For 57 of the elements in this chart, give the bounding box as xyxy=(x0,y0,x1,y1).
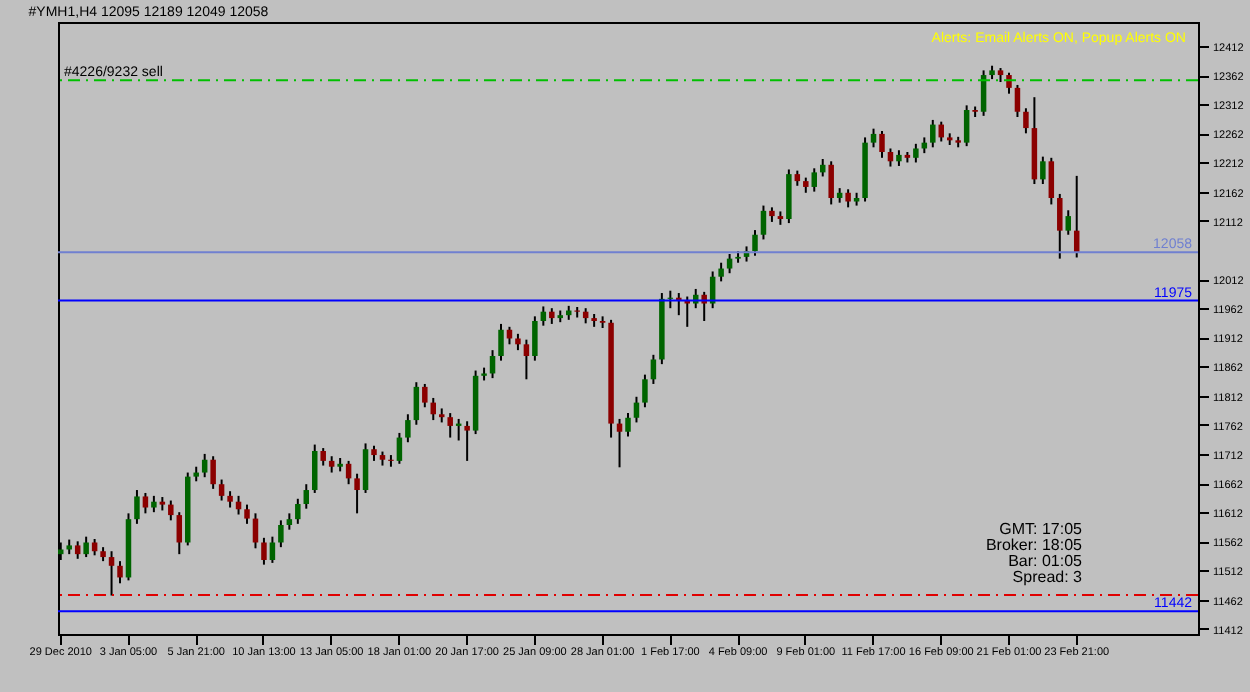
annotation: GMT: 17:05 xyxy=(999,520,1084,538)
candlestick xyxy=(1057,192,1063,260)
candlestick xyxy=(1065,209,1071,236)
candlestick xyxy=(718,261,724,283)
candlestick xyxy=(574,306,580,319)
candlestick xyxy=(760,204,767,241)
candlestick xyxy=(930,118,936,149)
candlestick xyxy=(828,160,834,206)
annotation: Bar: 01:05 xyxy=(1008,552,1084,570)
candlestick xyxy=(278,519,284,549)
candlestick xyxy=(396,431,403,465)
candlestick xyxy=(142,491,149,515)
candlestick xyxy=(362,442,369,494)
candlestick xyxy=(108,550,115,597)
candlestick xyxy=(913,142,919,164)
annotation: Broker: 18:05 xyxy=(985,536,1084,554)
candlestick xyxy=(422,382,428,409)
candlestick xyxy=(811,167,818,193)
candlestick xyxy=(134,489,140,525)
candlestick xyxy=(1023,107,1029,135)
candlestick xyxy=(752,229,758,257)
candlestick xyxy=(532,315,538,362)
candlestick xyxy=(625,412,631,438)
candlestick xyxy=(642,373,648,409)
candlestick xyxy=(845,188,851,209)
candlestick xyxy=(117,560,123,585)
candlestick xyxy=(269,535,276,564)
candlestick xyxy=(464,420,470,462)
candlestick xyxy=(786,168,792,225)
candlestick xyxy=(1014,83,1021,119)
annotation: Spread: 3 xyxy=(1012,568,1084,586)
candlestick xyxy=(523,338,530,381)
candlestick xyxy=(1006,71,1012,95)
candlestick xyxy=(1048,156,1055,206)
candlestick xyxy=(726,252,733,275)
candlestick xyxy=(963,104,970,148)
candlestick xyxy=(879,129,885,159)
candlestick xyxy=(447,412,453,439)
candlestick xyxy=(201,452,208,479)
candlestick xyxy=(83,535,89,559)
candlestick xyxy=(405,413,411,444)
candlestick xyxy=(261,536,267,566)
candlestick xyxy=(354,472,360,515)
candlestick xyxy=(210,455,216,490)
candlestick xyxy=(168,499,174,522)
candlestick xyxy=(295,497,301,525)
candlestick xyxy=(244,503,250,525)
candlestick xyxy=(218,478,225,502)
candlestick xyxy=(388,454,394,468)
candlestick xyxy=(870,127,877,149)
candlestick xyxy=(311,443,318,494)
candlestick xyxy=(303,483,310,510)
candlestick xyxy=(413,381,420,426)
candlestick xyxy=(1040,155,1046,186)
candlestick xyxy=(633,395,640,424)
candlestick xyxy=(650,353,657,385)
candlestick xyxy=(498,322,504,362)
